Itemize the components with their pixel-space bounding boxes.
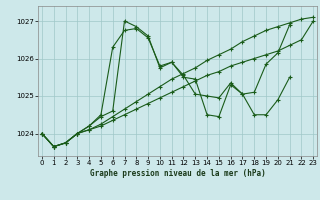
- X-axis label: Graphe pression niveau de la mer (hPa): Graphe pression niveau de la mer (hPa): [90, 169, 266, 178]
